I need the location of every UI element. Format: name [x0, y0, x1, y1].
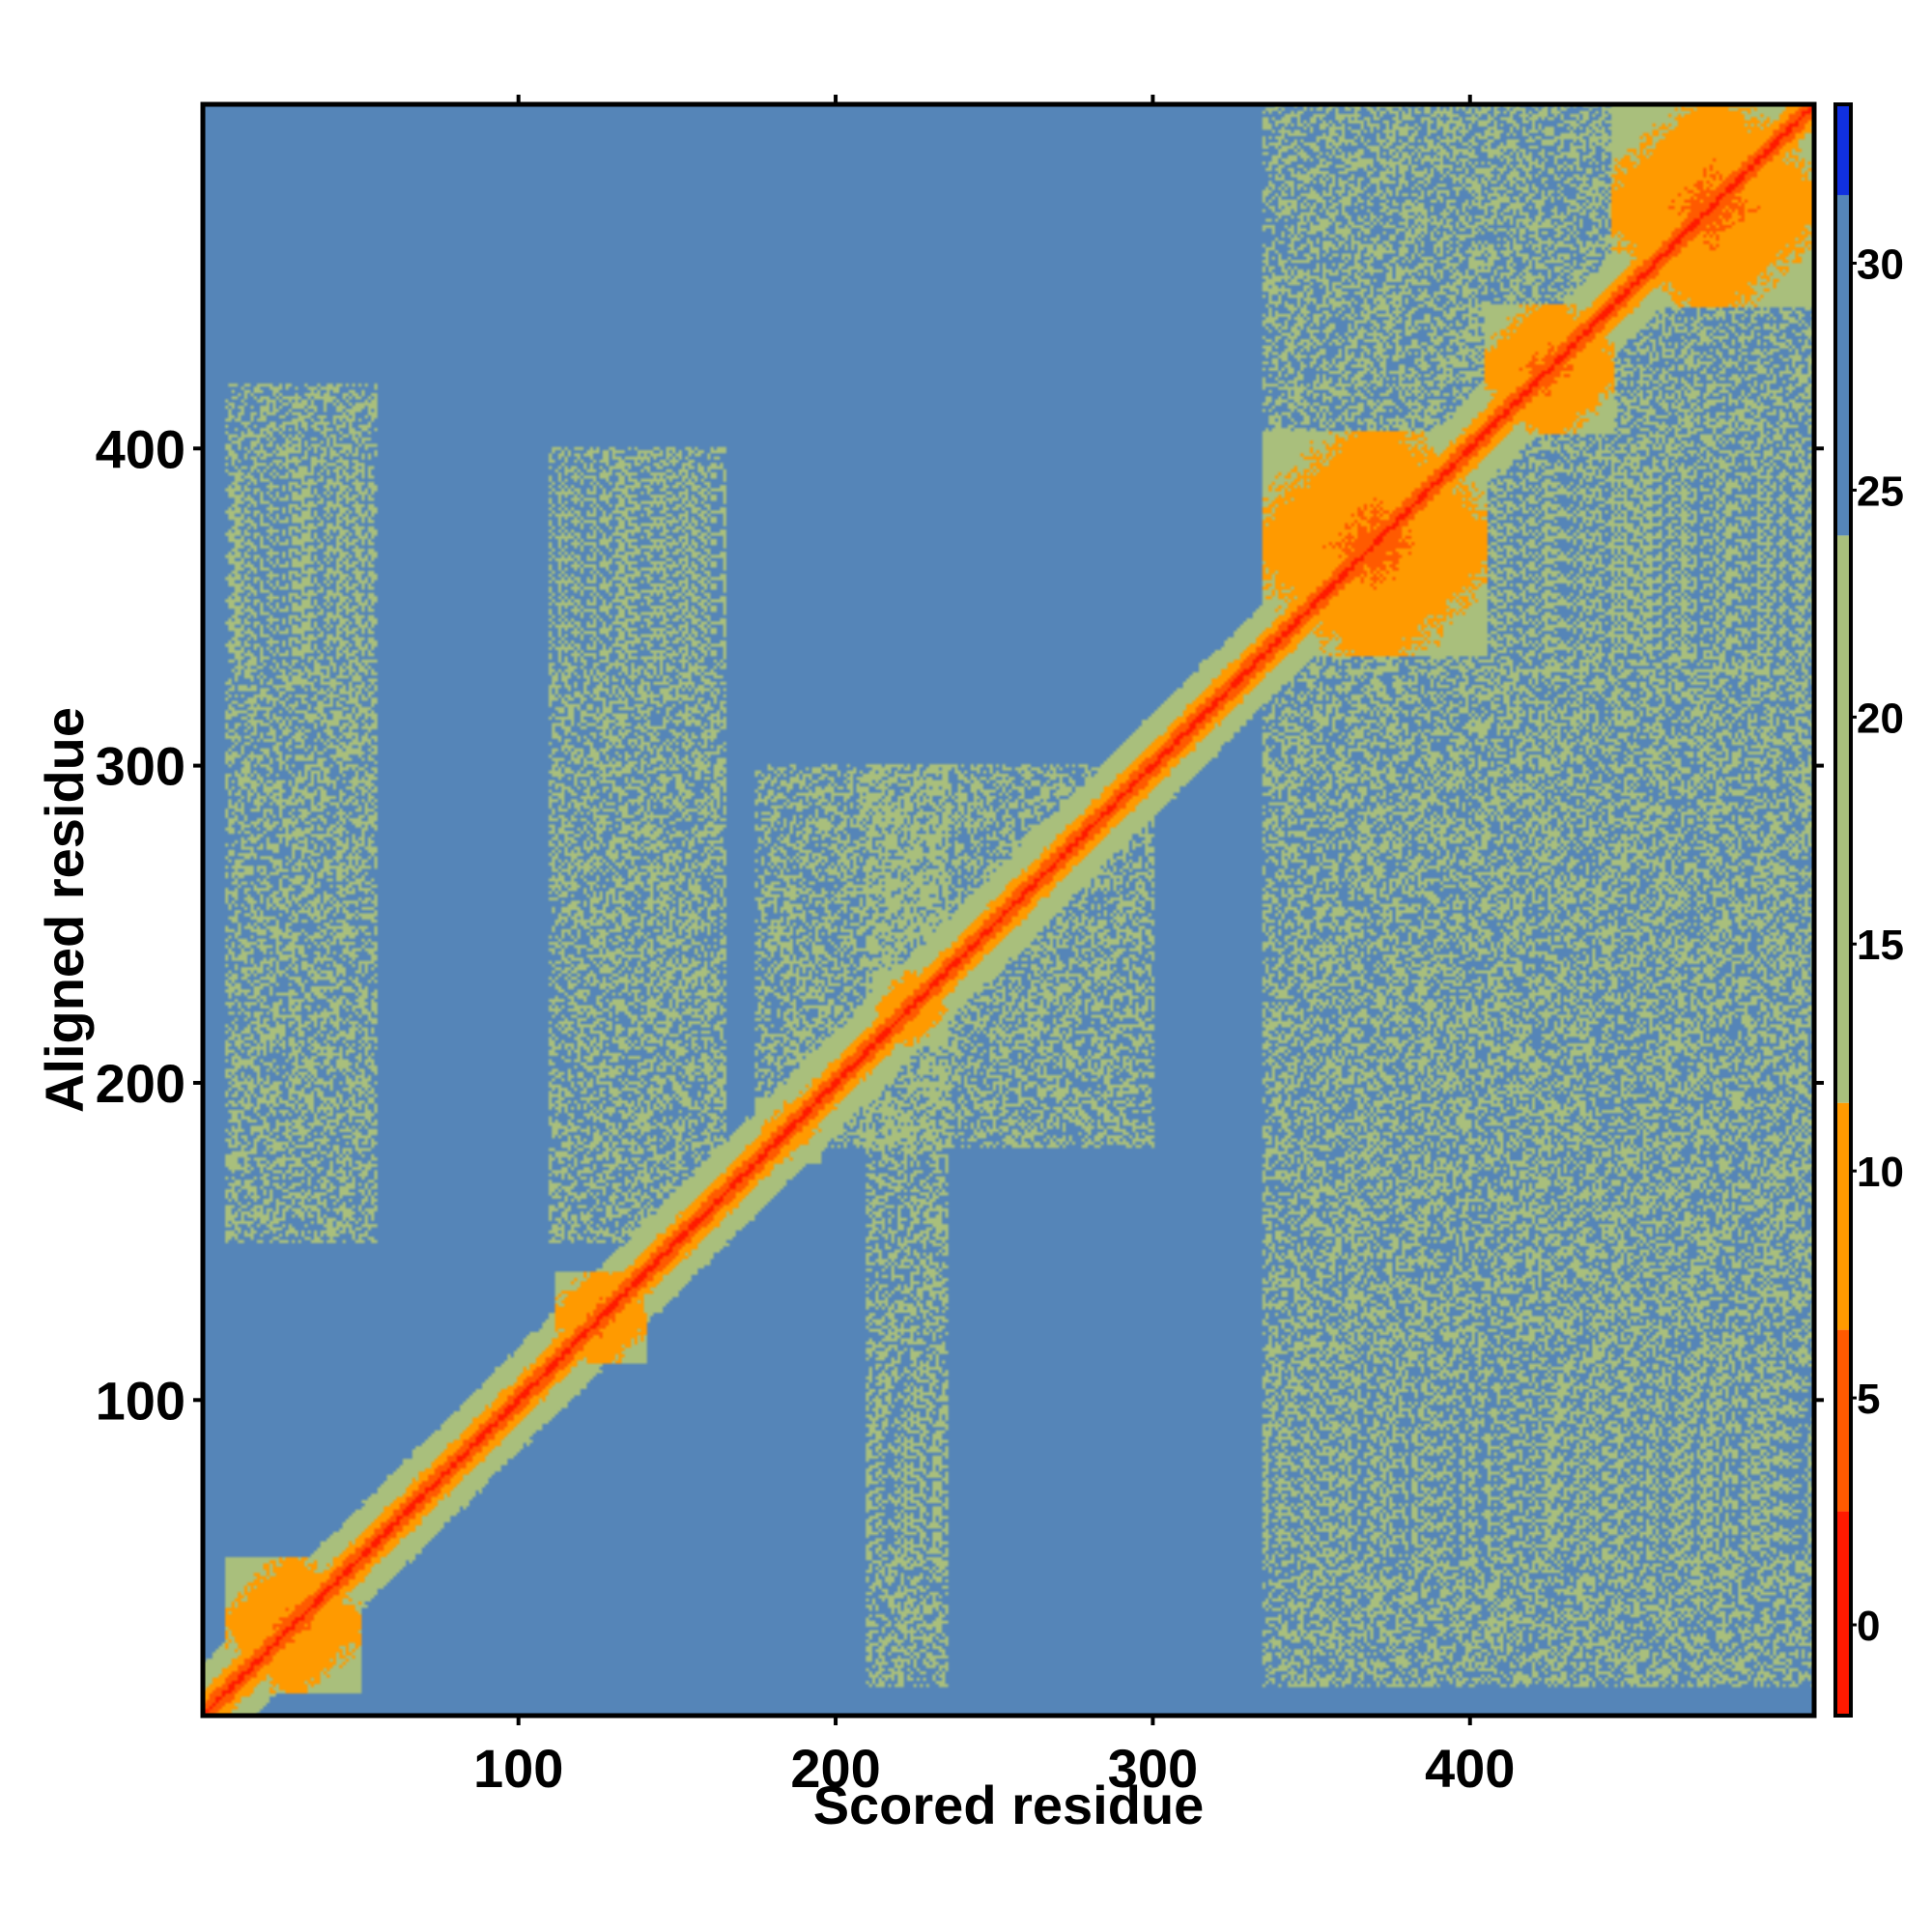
x-tick-label: 300 — [1108, 1738, 1198, 1799]
x-tick-label: 200 — [790, 1738, 880, 1799]
colorbar-tick-label: 30 — [1857, 241, 1904, 288]
colorbar-tick-label: 10 — [1857, 1149, 1904, 1196]
colorbar-band — [1835, 1329, 1851, 1512]
colorbar-band — [1835, 104, 1851, 195]
y-axis-ticks: 100 200 300 400 — [96, 418, 1824, 1431]
colorbar-frame — [1833, 102, 1853, 1718]
y-tick-label: 400 — [96, 418, 185, 479]
colorbar-tick-label: 0 — [1857, 1603, 1880, 1650]
x-tick-label: 100 — [473, 1738, 563, 1799]
colorbar-band — [1835, 1511, 1851, 1716]
colorbar-band — [1835, 194, 1851, 536]
plot-frame — [200, 101, 1817, 1719]
x-tick-label: 400 — [1425, 1738, 1515, 1799]
heatmap-area — [203, 104, 1814, 1716]
y-axis-label: Aligned residue — [34, 707, 95, 1113]
x-axis-label: Scored residue — [813, 1775, 1205, 1835]
colorbar — [1833, 102, 1853, 1718]
colorbar-tick-label: 15 — [1857, 922, 1904, 969]
x-axis-ticks: 100 200 300 400 — [473, 95, 1515, 1799]
y-tick-label: 300 — [96, 736, 185, 797]
colorbar-tick-label: 5 — [1857, 1376, 1880, 1423]
colorbar-tick-label: 20 — [1857, 695, 1904, 742]
y-tick-label: 100 — [96, 1370, 185, 1431]
colorbar-band — [1835, 535, 1851, 1103]
y-tick-label: 200 — [96, 1053, 185, 1114]
heatmap-image — [203, 104, 1814, 1716]
colorbar-ticks: 0 5 10 15 20 25 30 — [1851, 241, 1904, 1650]
colorbar-tick-label: 25 — [1857, 468, 1904, 515]
colorbar-band — [1835, 1102, 1851, 1330]
